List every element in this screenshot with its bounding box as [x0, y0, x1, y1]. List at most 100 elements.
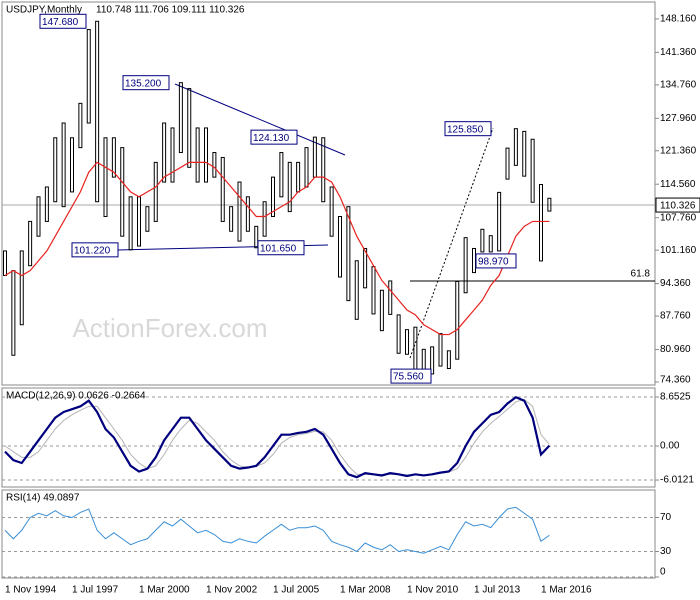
price-bar	[354, 260, 359, 320]
y-tick-label: 134.760	[660, 79, 697, 90]
price-bar	[547, 197, 552, 212]
price-panel	[1, 1, 656, 386]
price-bar	[28, 220, 33, 267]
price-bar	[446, 350, 451, 370]
price-bar	[61, 122, 66, 208]
price-bar	[19, 250, 24, 326]
y-tick-label: 80.960	[660, 344, 691, 355]
price-bar	[44, 186, 49, 222]
annotation-box	[257, 240, 305, 256]
macd-title: MACD(12,26,9) 0.0626 -0.2664	[6, 391, 146, 402]
annotation-label: 75.560	[393, 372, 424, 383]
price-bar	[522, 130, 527, 177]
price-bar	[95, 20, 100, 203]
price-bar	[346, 206, 351, 302]
annotation-label: 135.200	[125, 78, 162, 89]
macd-panel	[1, 387, 656, 488]
price-bar	[338, 215, 342, 278]
y-tick-label: 141.360	[660, 47, 697, 58]
y-tick-label: 8.6525	[660, 392, 691, 403]
x-tick-label: 1 Mar 2000	[139, 585, 190, 596]
price-bar	[70, 137, 74, 193]
price-bar	[103, 137, 108, 217]
price-bar	[237, 181, 242, 242]
price-bar	[363, 247, 368, 289]
rsi-title: RSI(14) 49.0897	[6, 493, 80, 504]
y-tick-label: 121.360	[660, 145, 697, 156]
price-bar	[287, 161, 292, 213]
price-bar	[279, 152, 284, 198]
annotation-box	[122, 75, 170, 91]
x-tick-label: 1 Nov 2010	[407, 585, 459, 596]
price-bar	[329, 186, 334, 237]
y-tick-label: 0	[660, 567, 666, 578]
rsi-panel	[1, 489, 656, 579]
price-bar	[388, 280, 393, 315]
chart-title: USDJPY,Monthly	[6, 5, 82, 16]
x-tick-label: 1 Jul 2005	[273, 585, 320, 596]
price-bar	[480, 228, 485, 253]
annotation-box	[390, 368, 432, 384]
price-bar	[262, 201, 267, 237]
price-bar	[153, 161, 158, 222]
price-bar	[162, 122, 167, 183]
x-tick-label: 1 Jul 2013	[474, 585, 521, 596]
last-price-tag	[655, 197, 700, 213]
price-bar	[178, 82, 183, 154]
last-price-label: 110.326	[660, 201, 696, 212]
fib-label: 61.8	[631, 269, 651, 280]
annotation-box	[71, 242, 119, 258]
annotation-label: 98.970	[478, 257, 509, 268]
price-bar	[271, 176, 275, 217]
price-bar	[430, 346, 435, 375]
price-bar	[530, 138, 535, 203]
x-tick-label: 1 Mar 2008	[340, 585, 391, 596]
price-bar	[488, 235, 493, 253]
annotation-box	[444, 121, 492, 137]
y-tick-label: 107.760	[660, 212, 697, 223]
price-bar	[78, 102, 83, 149]
fib-line	[409, 127, 494, 359]
price-bar	[36, 196, 41, 237]
price-bar	[463, 237, 468, 294]
price-bar	[212, 152, 217, 178]
price-bar	[254, 225, 259, 249]
price-bar	[405, 329, 409, 355]
y-tick-label: 74.360	[660, 375, 691, 386]
y-tick-label: 148.160	[660, 14, 697, 25]
x-tick-label: 1 Nov 2002	[206, 585, 258, 596]
y-tick-label: 127.960	[660, 113, 697, 124]
price-bar	[187, 88, 192, 168]
indicator-line	[4, 396, 551, 479]
indicator-line	[4, 506, 550, 554]
x-tick-label: 1 Nov 1994	[5, 585, 57, 596]
price-bar	[455, 280, 460, 360]
x-tick-label: 1 Jul 1997	[72, 585, 119, 596]
price-bar	[195, 127, 200, 183]
price-bar	[86, 29, 91, 124]
y-tick-label: 101.160	[660, 245, 697, 256]
indicator-line	[4, 399, 550, 476]
price-bar	[170, 127, 175, 183]
moving-average	[4, 161, 550, 336]
annotation-label: 124.130	[253, 133, 290, 144]
price-bar	[396, 314, 401, 354]
price-bar	[321, 137, 326, 203]
price-bar	[204, 127, 208, 183]
price-bar	[513, 128, 518, 166]
y-tick-label: 30	[660, 546, 672, 557]
y-tick-label: 94.360	[660, 278, 691, 289]
price-bar	[438, 333, 443, 367]
y-tick-label: 70	[660, 512, 672, 523]
annotation-label: 101.220	[74, 245, 111, 256]
annotation-box	[475, 253, 517, 269]
y-tick-label: 114.560	[660, 179, 696, 190]
x-tick-label: 1 Mar 2016	[541, 585, 592, 596]
y-tick-label: 87.760	[660, 311, 691, 322]
annotation-label: 101.650	[260, 243, 297, 254]
price-bar	[220, 156, 225, 222]
watermark: ActionForex.com	[72, 313, 267, 343]
annotation-box	[250, 129, 298, 145]
annotation-label: 125.850	[447, 124, 484, 135]
